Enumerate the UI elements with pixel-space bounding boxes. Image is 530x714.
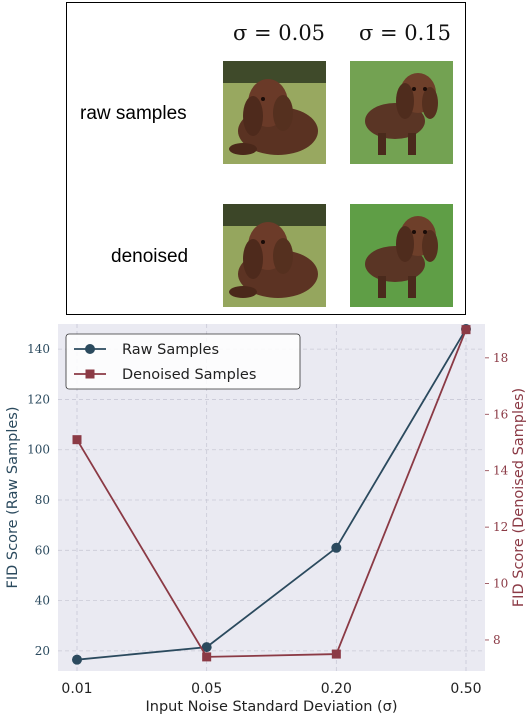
y-right-tick-label: 8: [493, 633, 501, 647]
column-label-sigma-005: σ = 0.05: [233, 21, 326, 45]
row-label-denoised: denoised: [111, 246, 189, 267]
y-left-tick-label: 40: [35, 594, 50, 608]
y-left-tick-label: 80: [35, 493, 50, 507]
data-point-raw: [331, 542, 342, 553]
series-line-raw: [76, 328, 467, 661]
x-axis-title: Input Noise Standard Deviation (σ): [145, 699, 397, 714]
dog-image-denoised-sigma-015: [350, 204, 453, 307]
row-label-raw-samples: raw samples: [80, 103, 187, 124]
y-right-tick-label: 18: [493, 351, 508, 365]
y-axis-right-title: FID Score (Denoised Samples): [511, 388, 527, 607]
y-axis-left-title: FID Score (Raw Samples): [5, 407, 21, 589]
legend-label-denoised: Denoised Samples: [122, 367, 256, 383]
y-left-tick-label: 20: [35, 644, 50, 658]
y-left-tick-label: 100: [27, 443, 50, 457]
sample-image-panel: σ = 0.05 σ = 0.15 raw samples denoised: [66, 2, 466, 315]
y-left-tick-label: 120: [27, 392, 50, 406]
series-line-denoised: [76, 329, 467, 658]
fid-chart: 0.01 0.05 0.20 0.50 20 40 60 80 100 120 140 8 10 12 14…: [5, 324, 527, 714]
x-tick-label: 0.50: [450, 681, 481, 697]
y-right-tick-label: 14: [493, 464, 509, 478]
column-label-sigma-015: σ = 0.15: [359, 21, 452, 45]
y-left-tick-label: 60: [35, 543, 50, 557]
x-tick-label: 0.01: [61, 681, 92, 697]
y-right-tick-label: 10: [493, 577, 508, 591]
data-point-denoised: [461, 325, 471, 335]
legend-box: [65, 333, 301, 390]
data-point-raw: [72, 654, 82, 665]
legend: Raw Samples Denoised Samples: [65, 333, 301, 390]
x-tick-label: 0.20: [321, 681, 352, 697]
data-point-denoised: [331, 649, 341, 659]
dog-image-raw-sigma-015: [350, 61, 453, 164]
legend-marker-denoised: [85, 369, 95, 379]
data-point-raw: [201, 642, 212, 653]
legend-label-raw: Raw Samples: [122, 342, 219, 358]
dog-image-raw-sigma-005: [223, 61, 326, 164]
dog-image-denoised-sigma-005: [223, 204, 326, 307]
data-point-denoised: [202, 652, 212, 662]
y-right-tick-label: 16: [493, 407, 508, 421]
data-point-denoised: [72, 435, 82, 445]
legend-marker-raw: [85, 344, 95, 354]
y-right-tick-label: 12: [493, 520, 508, 534]
y-left-tick-label: 140: [27, 342, 50, 356]
x-tick-label: 0.05: [191, 681, 222, 697]
